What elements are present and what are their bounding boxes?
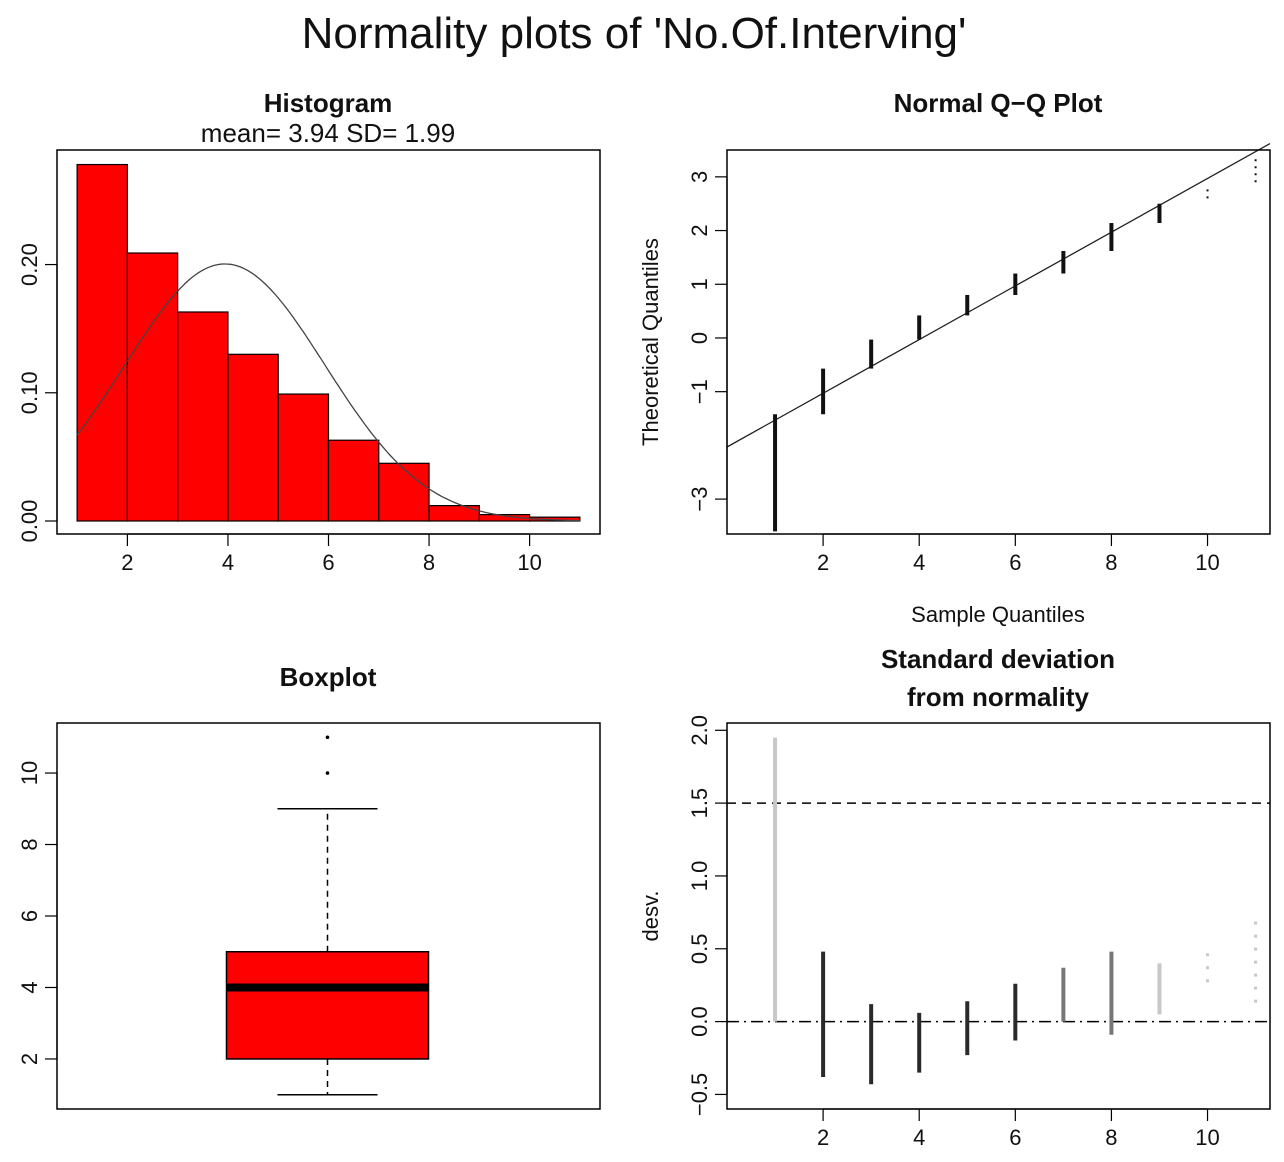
- qq-x-tick-label: 4: [913, 550, 925, 575]
- deviation-y-tick-label: 2.0: [687, 715, 712, 746]
- deviation-y-tick-label: 0.0: [687, 1006, 712, 1037]
- histogram-y-tick-label: 0.20: [17, 243, 42, 286]
- histogram-bar: [126, 252, 179, 522]
- qq-y-tick-label: −3: [687, 487, 712, 512]
- deviation-x-tick-label: 2: [817, 1125, 829, 1150]
- histogram-x-tick-label: 6: [322, 550, 334, 575]
- boxplot-y-tick-label: 8: [17, 838, 42, 850]
- qq-x-tick-label: 2: [817, 550, 829, 575]
- histogram-bar: [277, 393, 330, 522]
- boxplot-y-tick-label: 6: [17, 910, 42, 922]
- boxplot-panel: Boxplot 2 4 6 8 10: [17, 662, 601, 1110]
- histogram-subtitle: mean= 3.94 SD= 1.99: [201, 118, 455, 148]
- deviation-x-tick-label: 6: [1009, 1125, 1021, 1150]
- qq-plot-title: Normal Q−Q Plot: [894, 88, 1103, 118]
- histogram-panel: Histogram mean= 3.94 SD= 1.99 2 4 6 8 10 0.00…: [17, 88, 601, 575]
- qq-y-tick-label: −1: [687, 379, 712, 404]
- deviation-y-tick-label: 1.5: [687, 788, 712, 819]
- deviation-y-tick-label: 1.0: [687, 861, 712, 892]
- qq-y-tick-label: 1: [687, 278, 712, 290]
- qq-plot-frame: [726, 149, 1271, 535]
- histogram-bar: [177, 311, 229, 522]
- deviation-x-tick-label: 10: [1195, 1125, 1219, 1150]
- histogram-x-tick-label: 10: [517, 550, 541, 575]
- qq-reference-line: [726, 142, 1271, 448]
- deviation-y-tick-label: −0.5: [687, 1073, 712, 1116]
- boxplot-y-tick-label: 10: [17, 761, 42, 785]
- histogram-bar: [428, 505, 480, 522]
- outlier-point: [325, 771, 330, 775]
- histogram-y-tick-label: 0.00: [17, 500, 42, 543]
- qq-x-tick-label: 6: [1009, 550, 1021, 575]
- qq-x-axis-label: Sample Quantiles: [911, 602, 1085, 627]
- histogram-x-tick-label: 8: [423, 550, 435, 575]
- deviation-x-tick-label: 8: [1105, 1125, 1117, 1150]
- histogram-y-tick-label: 0.10: [17, 371, 42, 414]
- qq-plot-panel: Normal Q−Q Plot Sample Quantiles Theoret…: [638, 88, 1271, 627]
- outlier-point: [325, 735, 330, 740]
- box-iqr: [225, 950, 430, 1060]
- histogram-x-tick-label: 4: [222, 550, 234, 575]
- deviation-plot-frame: [726, 722, 1271, 1110]
- figure-title: Normality plots of 'No.Of.Interving': [302, 9, 967, 58]
- deviation-x-tick-label: 4: [913, 1125, 925, 1150]
- deviation-panel: Standard deviation from normality desv. …: [638, 644, 1271, 1150]
- qq-y-tick-label: 2: [687, 224, 712, 236]
- histogram-bar: [378, 462, 430, 522]
- histogram-title: Histogram: [264, 88, 393, 118]
- histogram-bar: [227, 353, 279, 522]
- deviation-y-tick-label: 0.5: [687, 933, 712, 964]
- deviation-y-axis-label: desv.: [638, 891, 663, 942]
- boxplot-y-tick-label: 4: [17, 981, 42, 993]
- histogram-bar: [76, 163, 128, 522]
- qq-y-tick-label: 0: [687, 332, 712, 344]
- qq-y-tick-label: 3: [687, 171, 712, 183]
- normal-density-curve: [76, 263, 580, 522]
- histogram-bar: [327, 439, 380, 522]
- boxplot-title: Boxplot: [280, 662, 377, 692]
- qq-x-tick-label: 8: [1105, 550, 1117, 575]
- boxplot-y-tick-label: 2: [17, 1053, 42, 1065]
- deviation-title: Standard deviation: [881, 644, 1115, 674]
- histogram-x-tick-label: 2: [121, 550, 133, 575]
- qq-x-tick-label: 10: [1195, 550, 1219, 575]
- deviation-title-line2: from normality: [907, 682, 1090, 712]
- qq-y-axis-label: Theoretical Quantiles: [638, 238, 663, 446]
